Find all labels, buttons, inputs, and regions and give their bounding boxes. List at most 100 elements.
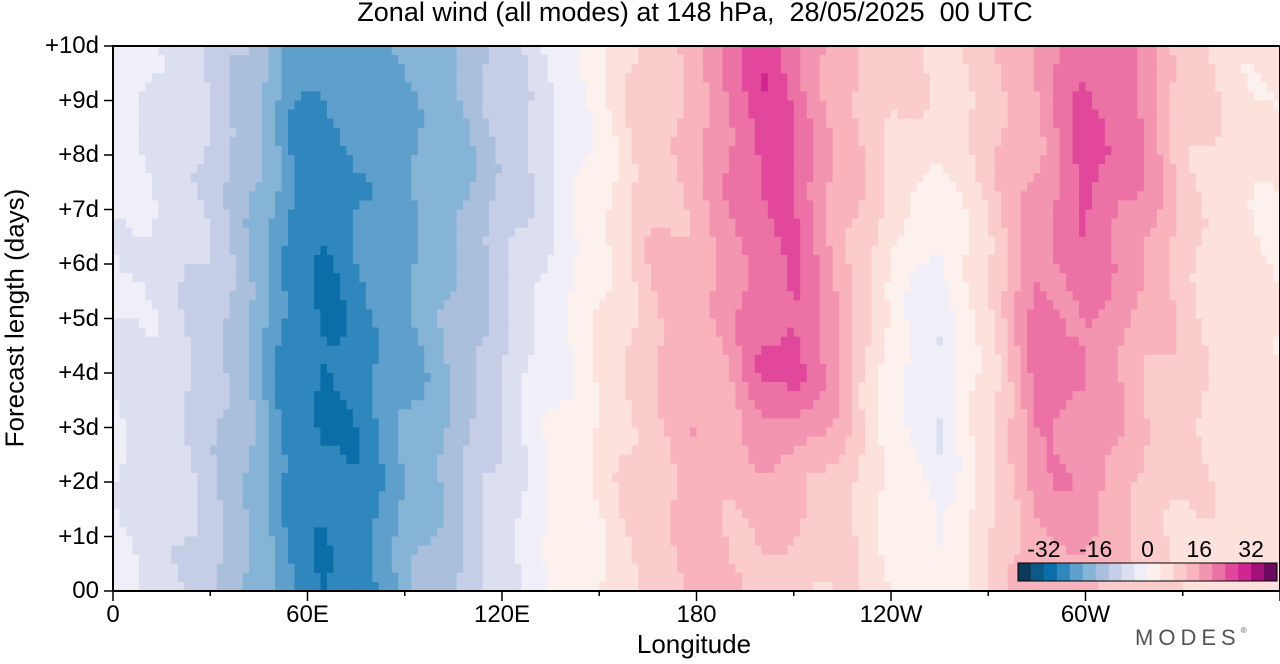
heatmap-cell <box>625 145 633 156</box>
heatmap-cell <box>936 46 944 56</box>
heatmap-cell <box>1046 73 1054 83</box>
heatmap-cell <box>489 118 497 129</box>
heatmap-cell <box>1208 91 1216 102</box>
heatmap-cell <box>255 136 263 147</box>
heatmap-cell <box>884 109 892 120</box>
heatmap-cell <box>878 164 886 174</box>
heatmap-cell <box>236 218 244 229</box>
heatmap-cell <box>573 164 581 174</box>
heatmap-cell <box>560 236 568 247</box>
heatmap-cell <box>430 100 438 111</box>
heatmap-cell <box>1007 82 1015 93</box>
heatmap-cell <box>469 218 477 229</box>
heatmap-cell <box>1014 73 1022 83</box>
heatmap-cell <box>1111 136 1119 147</box>
heatmap-cell <box>268 100 276 111</box>
heatmap-cell <box>1273 109 1280 120</box>
heatmap-cell <box>508 191 516 202</box>
heatmap-cell <box>158 91 166 102</box>
heatmap-cell <box>832 209 840 220</box>
heatmap-cell <box>625 73 633 83</box>
heatmap-cell <box>125 227 134 238</box>
heatmap-cell <box>216 100 224 111</box>
heatmap-cell <box>1033 200 1041 211</box>
heatmap-cell <box>1027 282 1035 292</box>
heatmap-cell <box>352 91 360 102</box>
heatmap-cell <box>158 46 166 56</box>
heatmap-cell <box>242 200 250 211</box>
heatmap-cell <box>1040 127 1048 138</box>
heatmap-cell <box>897 200 905 211</box>
heatmap-cell <box>735 91 743 102</box>
heatmap-cell <box>320 55 328 65</box>
heatmap-cell <box>968 273 976 283</box>
heatmap-cell <box>268 73 276 83</box>
heatmap-cell <box>709 282 717 292</box>
heatmap-cell <box>819 100 827 111</box>
heatmap-cell <box>242 73 250 83</box>
heatmap-cell <box>158 191 166 202</box>
heatmap-cell <box>903 109 912 120</box>
heatmap-cell <box>281 127 289 138</box>
heatmap-cell <box>852 64 860 74</box>
heatmap-cell <box>313 64 322 74</box>
heatmap-cell <box>391 109 399 120</box>
heatmap-cell <box>1066 209 1074 220</box>
heatmap-cell <box>981 173 989 183</box>
heatmap-cell <box>1137 282 1145 292</box>
heatmap-cell <box>242 282 250 292</box>
heatmap-cell <box>1007 182 1015 192</box>
heatmap-cell <box>177 91 185 102</box>
heatmap-cell <box>229 209 237 220</box>
heatmap-cell <box>197 109 205 120</box>
heatmap-cell <box>865 155 873 165</box>
heatmap-cell <box>839 109 847 120</box>
heatmap-cell <box>1027 227 1035 238</box>
heatmap-cell <box>735 182 743 192</box>
heatmap-cell <box>566 200 574 211</box>
heatmap-cell <box>391 145 399 156</box>
heatmap-cell <box>832 291 840 301</box>
heatmap-cell <box>845 109 853 120</box>
heatmap-cell <box>210 136 218 147</box>
heatmap-cell <box>281 118 289 129</box>
heatmap-cell <box>1182 164 1190 174</box>
heatmap-cell <box>404 127 412 138</box>
heatmap-cell <box>599 245 607 256</box>
heatmap-cell <box>1014 182 1022 192</box>
heatmap-cell <box>1221 100 1229 111</box>
heatmap-cell <box>313 127 322 138</box>
heatmap-cell <box>1176 118 1184 129</box>
heatmap-cell <box>333 218 341 229</box>
heatmap-cell <box>184 245 192 256</box>
heatmap-cell <box>514 164 523 174</box>
heatmap-cell <box>1130 82 1138 93</box>
heatmap-cell <box>722 191 730 202</box>
heatmap-cell <box>1117 164 1125 174</box>
heatmap-cell <box>696 182 704 192</box>
heatmap-cell <box>1091 100 1100 111</box>
heatmap-cell <box>521 127 529 138</box>
heatmap-cell <box>307 200 315 211</box>
heatmap-cell <box>709 55 717 65</box>
heatmap-cell <box>774 182 782 192</box>
heatmap-cell <box>352 155 360 165</box>
heatmap-cell <box>502 173 510 183</box>
heatmap-cell <box>372 191 380 202</box>
heatmap-cell <box>145 200 153 211</box>
heatmap-cell <box>320 291 328 301</box>
heatmap-cell <box>994 282 1002 292</box>
heatmap-cell <box>806 227 814 238</box>
heatmap-cell <box>1091 145 1100 156</box>
heatmap-cell <box>417 73 425 83</box>
heatmap-cell <box>631 73 639 83</box>
heatmap-cell <box>249 182 257 192</box>
heatmap-cell <box>657 109 665 120</box>
heatmap-cell <box>268 173 276 183</box>
heatmap-cell <box>132 73 140 83</box>
heatmap-cell <box>1046 200 1054 211</box>
heatmap-cell <box>748 55 756 65</box>
heatmap-cell <box>1150 182 1158 192</box>
heatmap-cell <box>1040 55 1048 65</box>
heatmap-cell <box>236 209 244 220</box>
